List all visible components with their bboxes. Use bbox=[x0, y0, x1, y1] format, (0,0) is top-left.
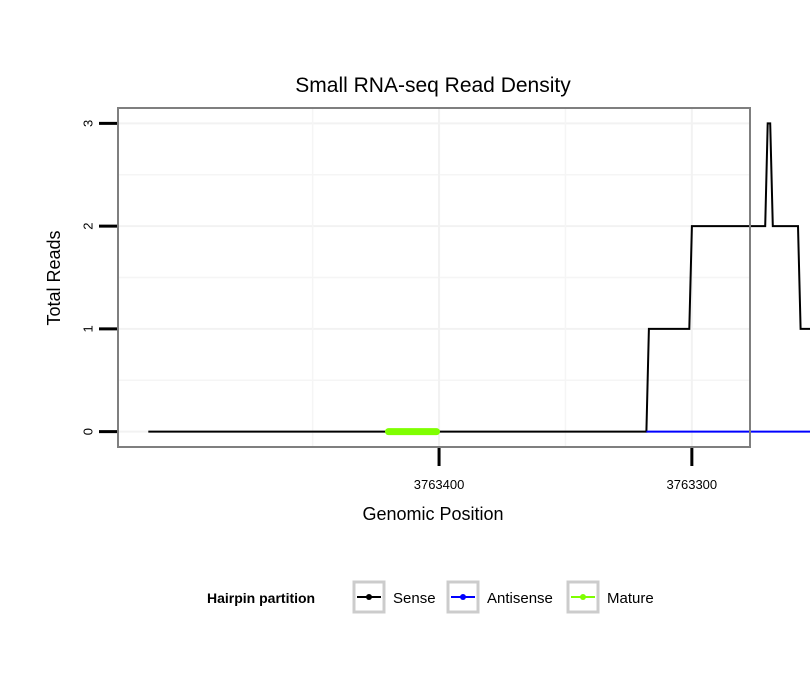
y-tick-label-1: 1 bbox=[80, 325, 95, 332]
y-tick-label-2: 2 bbox=[80, 223, 95, 230]
grid-layer bbox=[118, 108, 750, 447]
series-layer bbox=[148, 122, 810, 436]
legend: Hairpin partition Sense Antisense Mature bbox=[207, 580, 654, 614]
legend-point-sense bbox=[366, 594, 372, 600]
x-tick-label-0: 3763400 bbox=[414, 477, 465, 492]
y-tick-label-3: 3 bbox=[80, 120, 95, 127]
y-tick-label-0: 0 bbox=[80, 428, 95, 435]
x-axis-title: Genomic Position bbox=[362, 504, 503, 524]
legend-label-antisense: Antisense bbox=[487, 590, 553, 607]
legend-title: Hairpin partition bbox=[207, 590, 315, 606]
x-tick-label-1: 3763300 bbox=[667, 477, 718, 492]
chart-title: Small RNA-seq Read Density bbox=[295, 74, 571, 97]
legend-label-mature: Mature bbox=[607, 590, 654, 607]
panel-border bbox=[117, 107, 751, 448]
series-line-sense bbox=[148, 122, 810, 433]
legend-point-antisense bbox=[460, 594, 466, 600]
axis-layer: 0 1 2 3 3763400 3763300 bbox=[80, 120, 717, 492]
legend-item-antisense: Antisense bbox=[446, 580, 553, 614]
legend-point-mature bbox=[580, 594, 586, 600]
legend-item-sense: Sense bbox=[352, 580, 436, 614]
legend-label-sense: Sense bbox=[393, 590, 436, 607]
legend-item-mature: Mature bbox=[566, 580, 654, 614]
y-axis-title: Total Reads bbox=[44, 230, 64, 325]
